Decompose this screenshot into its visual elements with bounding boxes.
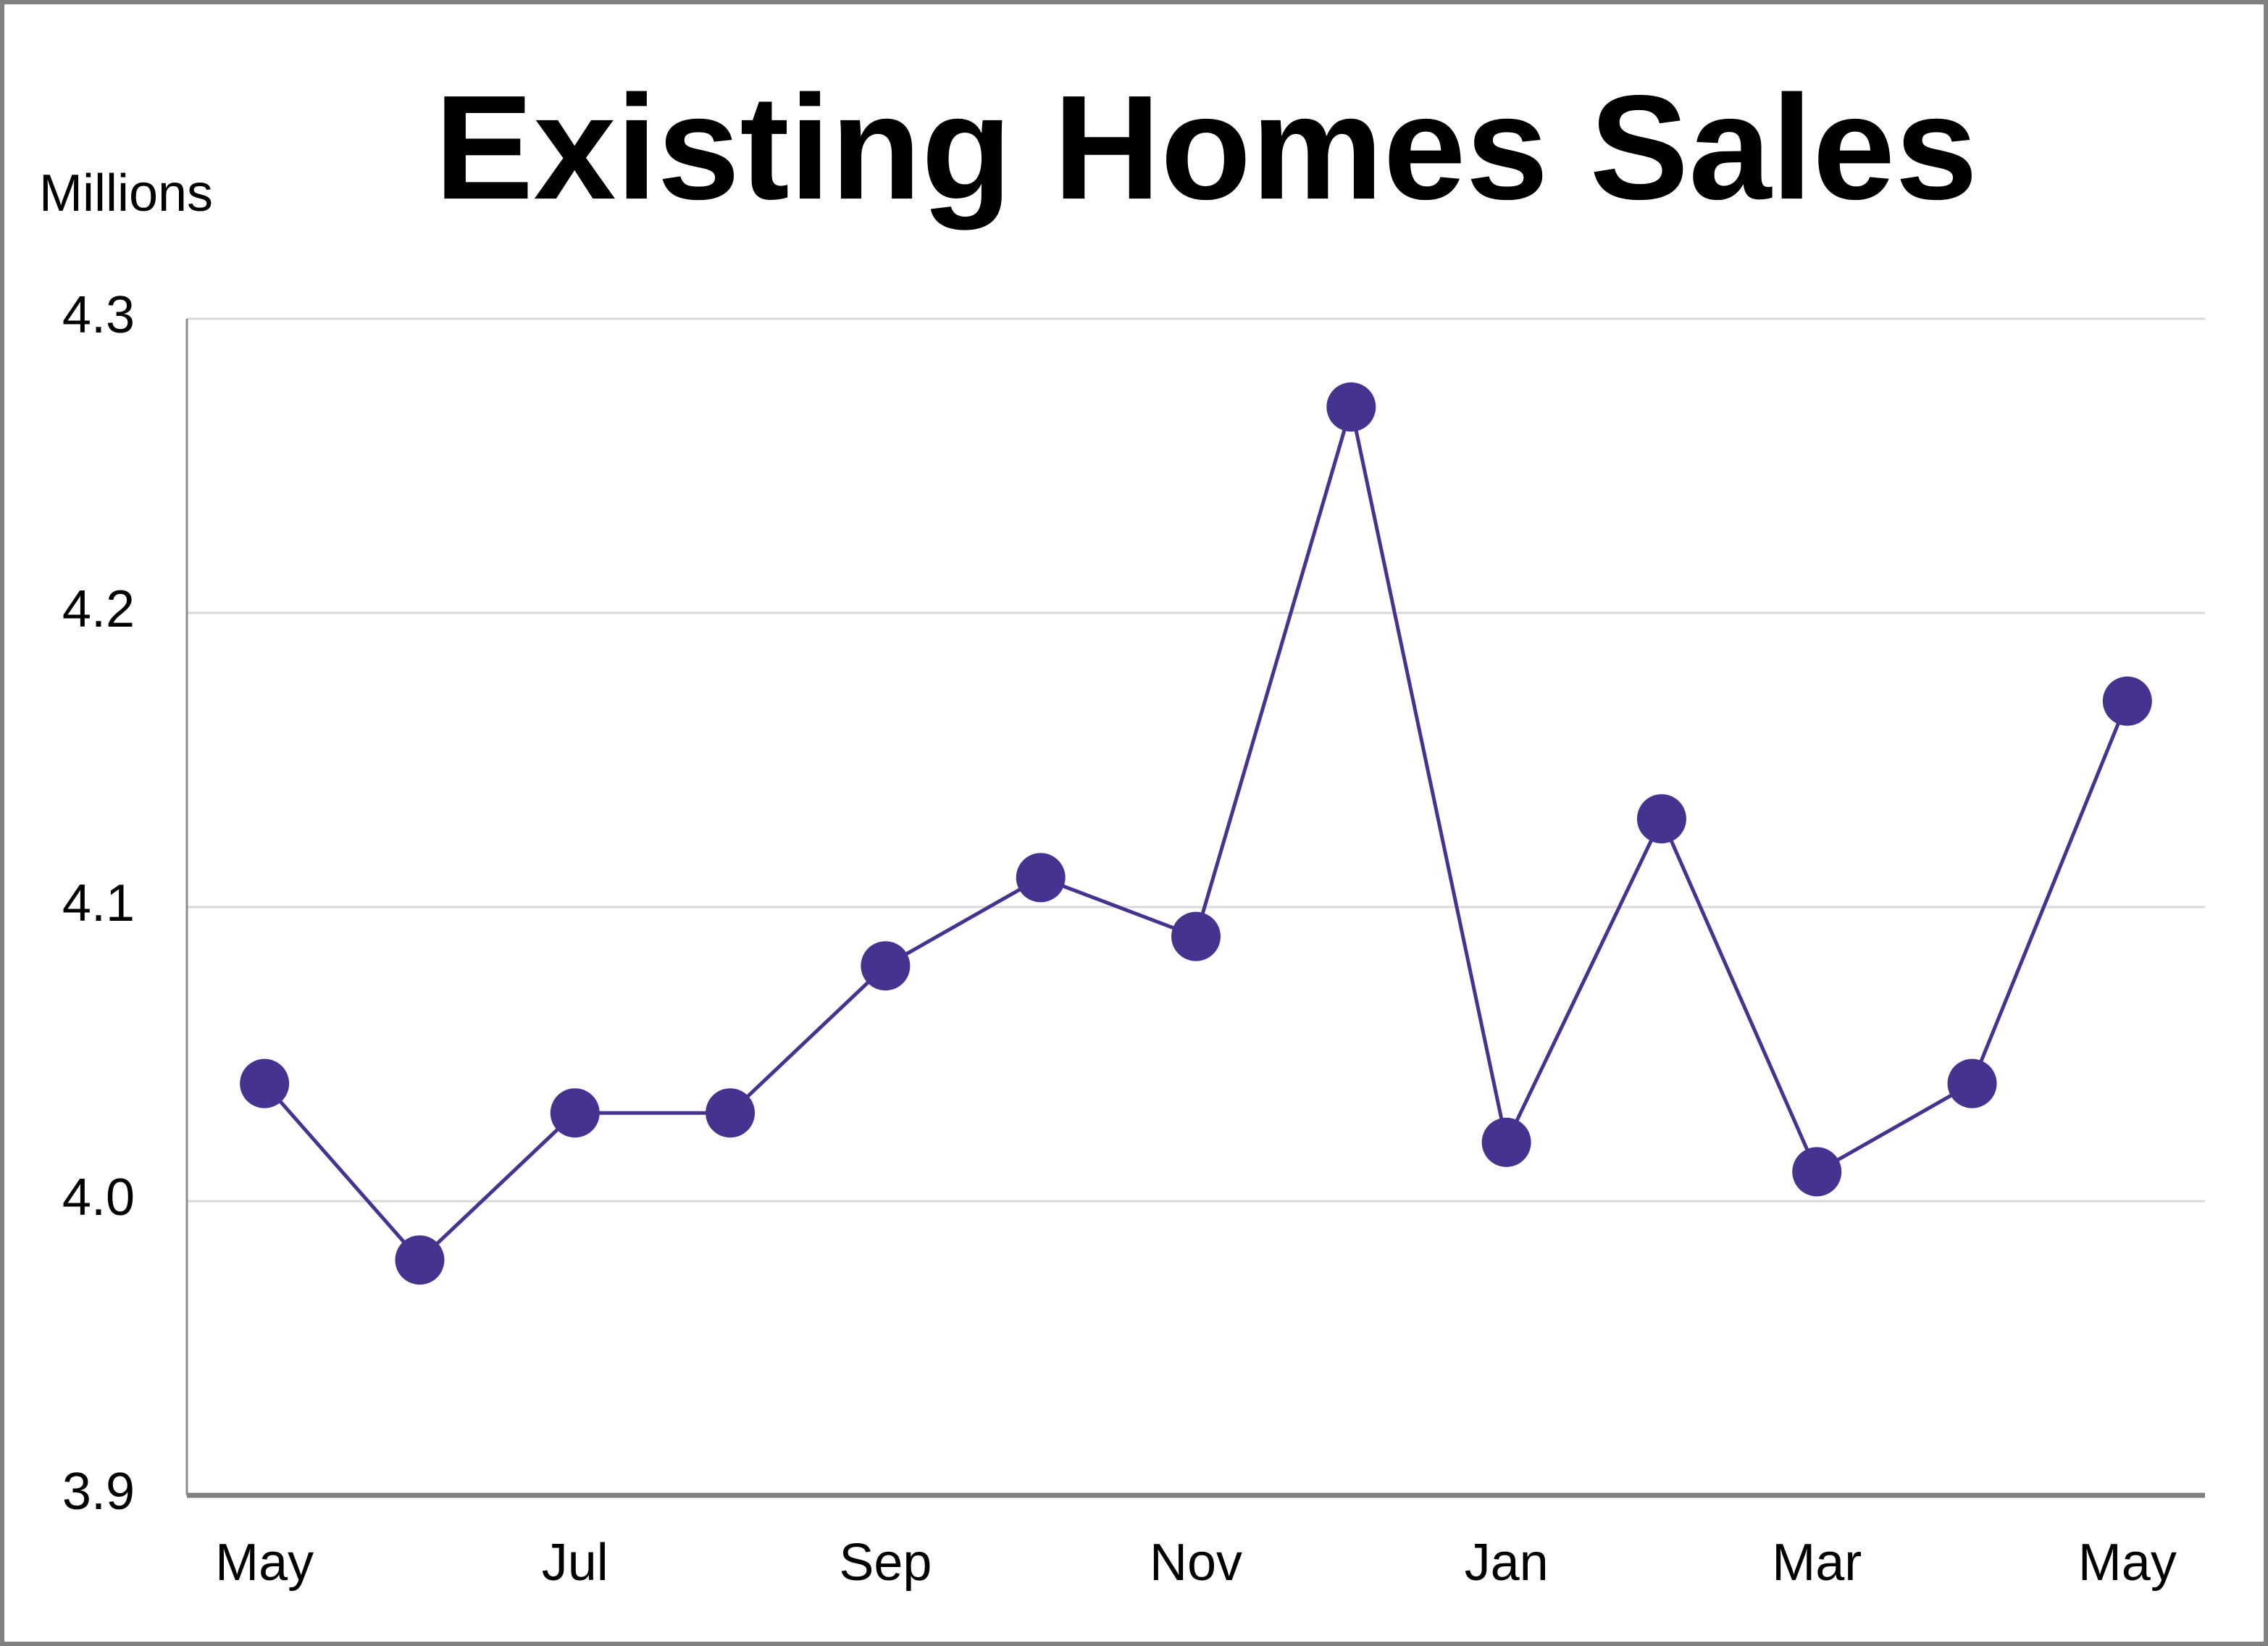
x-tick-label: Sep [839,1534,932,1592]
y-tick-label: 3.9 [62,1463,135,1521]
point [1326,382,1376,432]
x-tick-label: May [215,1534,314,1592]
x-tick-label: Nov [1150,1534,1242,1592]
point [1947,1058,1997,1108]
point [1171,911,1221,961]
x-tick-label: Jul [542,1534,608,1592]
point [240,1058,290,1108]
y-tick-label: 4.1 [62,874,135,932]
point [550,1088,600,1138]
y-tick-label: 4.2 [62,580,135,638]
x-tick-label: Mar [1772,1534,1862,1592]
point [1792,1147,1842,1197]
point [1016,853,1066,903]
y-axis-label: Millions [39,164,213,222]
chart-title: Existing Homes Sales [435,64,1978,230]
y-tick-label: 4.0 [62,1169,135,1227]
point [2102,676,2152,726]
x-tick-label: Jan [1465,1534,1549,1592]
point [706,1088,756,1138]
point [395,1235,445,1285]
x-tick-label: May [2078,1534,2177,1592]
point [861,941,911,991]
y-tick-label: 4.3 [62,286,135,344]
point [1636,794,1686,844]
point [1481,1117,1531,1167]
